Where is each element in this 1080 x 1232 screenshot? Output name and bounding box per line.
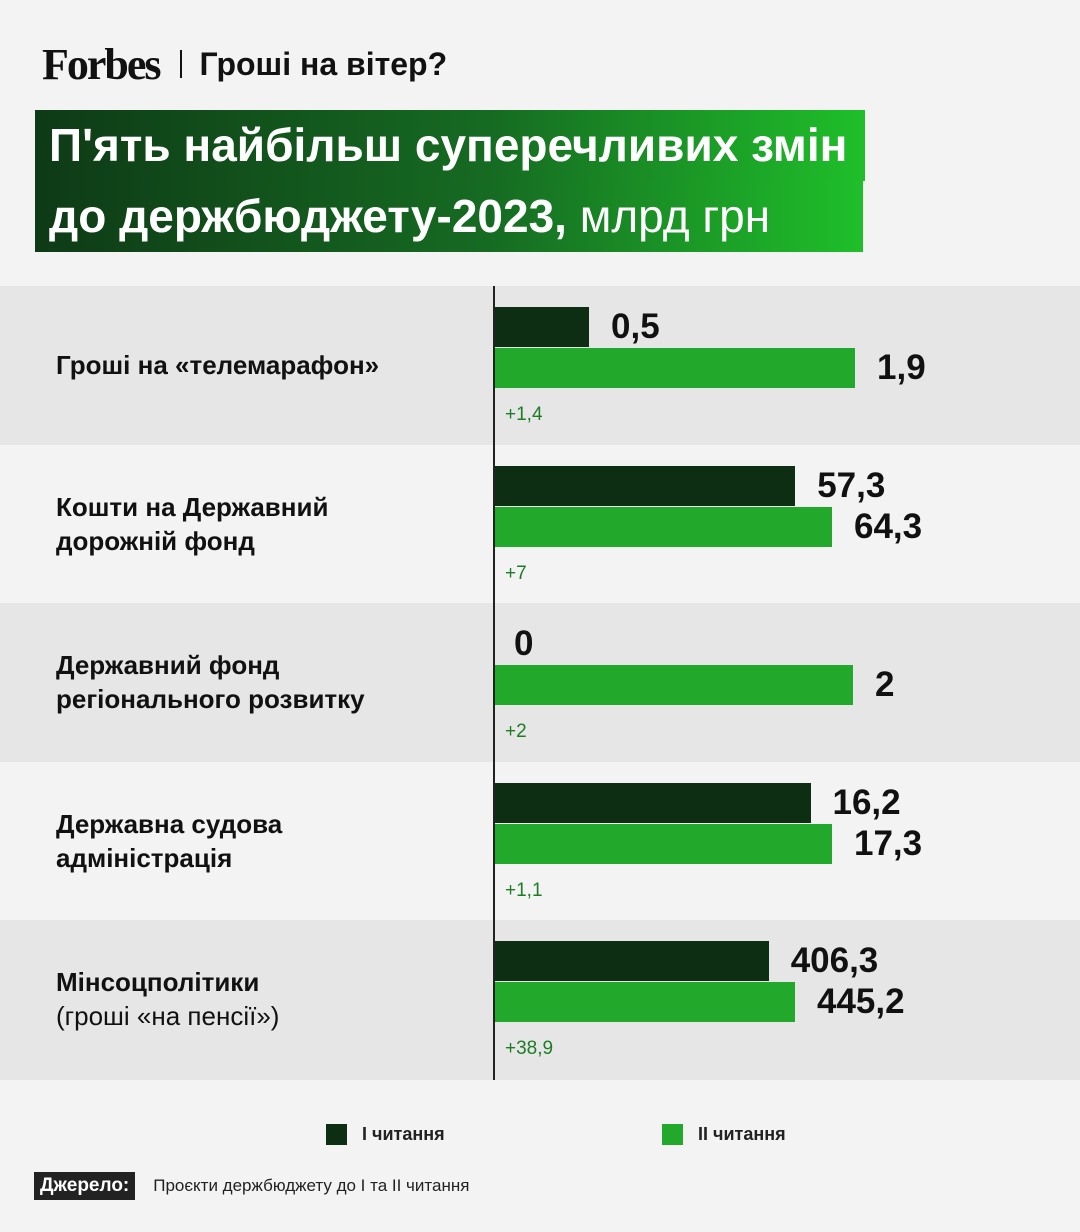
legend: I читання II читання	[0, 1124, 1080, 1148]
legend-swatch-reading2	[662, 1124, 683, 1145]
bar-reading1	[494, 941, 769, 981]
title-line-2: до держбюджету-2023, млрд грн	[35, 181, 863, 252]
header-separator	[179, 50, 182, 78]
title-line-1: П'ять найбільш суперечливих змін	[35, 110, 865, 181]
header: Forbes Гроші на вітер?	[42, 38, 447, 90]
bar-reading2	[494, 665, 853, 705]
legend-swatch-reading1	[326, 1124, 347, 1145]
bar-reading1	[494, 466, 796, 506]
value-label-reading1: 16,2	[832, 783, 901, 822]
bar-reading2	[494, 824, 832, 864]
chart-title: П'ять найбільш суперечливих змін до держ…	[35, 110, 865, 252]
category-label: Гроші на «телемарафон»	[56, 348, 436, 382]
forbes-logo: Forbes	[42, 39, 162, 89]
category-label-text: Державна судова адміністрація	[56, 809, 283, 873]
value-label-reading2: 17,3	[854, 824, 923, 863]
legend-label-reading1: I читання	[362, 1124, 445, 1144]
value-label-reading2: 2	[875, 665, 895, 704]
category-label-text: Гроші на «телемарафон»	[56, 350, 380, 380]
source: Джерело: Проєкти держбюджету до I та II …	[34, 1172, 469, 1200]
category-label: Кошти на Державний дорожній фонд	[56, 490, 376, 558]
bar-reading1	[494, 783, 811, 823]
source-text: Проєкти держбюджету до I та II читання	[153, 1176, 470, 1195]
category-label-text: Кошти на Державний дорожній фонд	[56, 492, 329, 556]
category-label-text: Мінсоцполітики	[56, 967, 260, 997]
category-label-text: Державний фонд регіонального розвитку	[56, 650, 365, 714]
category-label: Державна судова адміністрація	[56, 807, 376, 875]
category-label: Мінсоцполітики (гроші «на пенсії»)	[56, 965, 376, 1033]
bar-reading2	[494, 348, 855, 388]
title-line-2-text: до держбюджету-2023,	[49, 190, 567, 242]
value-label-reading1: 0,5	[611, 307, 660, 346]
source-label: Джерело:	[34, 1172, 136, 1200]
bar-reading2	[494, 982, 795, 1022]
delta-label: +7	[505, 563, 527, 584]
title-unit: млрд грн	[566, 190, 771, 242]
delta-label: +1,4	[505, 404, 543, 425]
value-label-reading1: 0	[514, 624, 534, 663]
value-label-reading2: 445,2	[817, 982, 905, 1021]
category-label-sub: (гроші «на пенсії»)	[56, 1001, 280, 1031]
bar-reading2	[494, 507, 832, 547]
value-label-reading1: 406,3	[790, 941, 879, 980]
bar-chart: Гроші на «телемарафон» 0,5 1,9 +1,4 Кошти на…	[0, 286, 1080, 1080]
legend-label-reading2: II читання	[698, 1124, 786, 1144]
category-axis-line	[493, 286, 495, 1080]
value-label-reading2: 64,3	[854, 507, 923, 546]
delta-label: +38,9	[505, 1038, 554, 1059]
delta-label: +1,1	[505, 880, 543, 901]
value-label-reading2: 1,9	[877, 348, 926, 387]
delta-label: +2	[505, 721, 527, 742]
category-label: Державний фонд регіонального розвитку	[56, 648, 376, 716]
legend-item-reading2: II читання	[662, 1124, 786, 1145]
rubric-title: Гроші на вітер?	[199, 45, 448, 82]
bar-reading1	[494, 307, 589, 347]
legend-item-reading1: I читання	[326, 1124, 445, 1145]
value-label-reading1: 57,3	[817, 466, 886, 505]
